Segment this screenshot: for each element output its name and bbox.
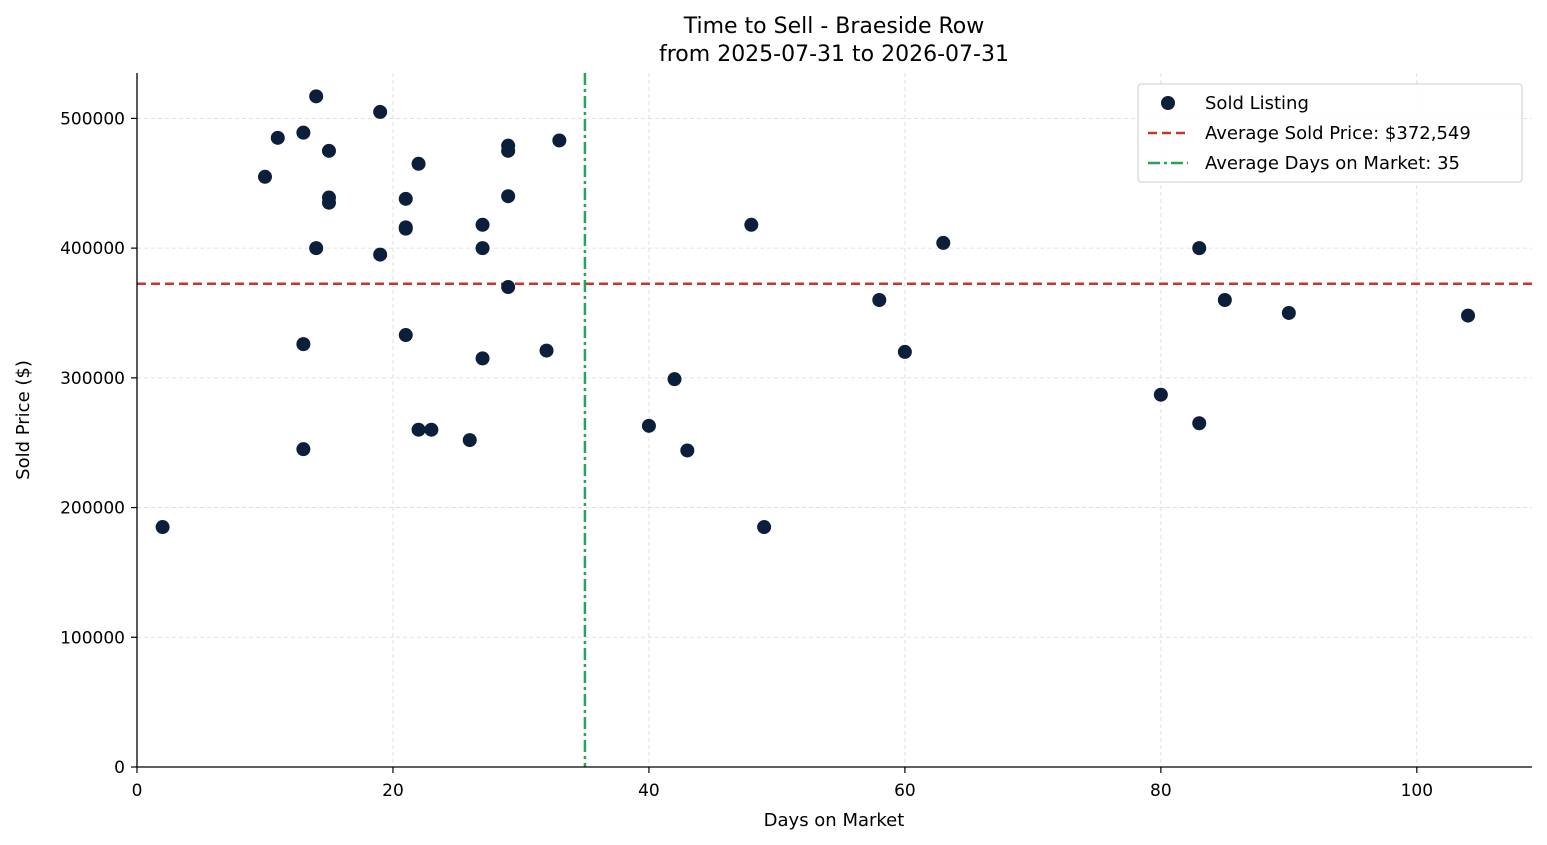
data-point (462, 433, 477, 448)
data-point (398, 220, 413, 235)
data-point (667, 372, 682, 387)
data-point (501, 280, 516, 295)
x-tick-label: 60 (894, 781, 916, 801)
data-point (296, 337, 311, 352)
data-point (321, 195, 336, 210)
data-point (270, 130, 285, 145)
data-point (680, 443, 695, 458)
data-point (373, 104, 388, 119)
data-point (398, 191, 413, 206)
x-tick-label: 100 (1401, 781, 1433, 801)
data-point (936, 235, 951, 250)
data-point (1192, 416, 1207, 431)
data-point (373, 247, 388, 262)
x-tick-label: 40 (638, 781, 660, 801)
y-tick-label: 500000 (60, 109, 125, 129)
data-point (641, 418, 656, 433)
data-point (1461, 308, 1476, 323)
y-tick-label: 200000 (60, 499, 125, 519)
data-point (1192, 241, 1207, 256)
x-tick-label: 80 (1150, 781, 1172, 801)
data-point (424, 422, 439, 437)
data-point (309, 89, 324, 104)
legend: Sold Listing Average Sold Price: $372,54… (1137, 83, 1523, 183)
legend-label-sold-listing: Sold Listing (1205, 93, 1309, 114)
data-point (897, 344, 912, 359)
y-axis-label: Sold Price ($) (13, 360, 34, 480)
x-axis-label: Days on Market (764, 810, 905, 831)
data-point (475, 241, 490, 256)
y-tick-label: 0 (114, 758, 125, 778)
data-point (1217, 293, 1232, 308)
y-tick-label: 300000 (60, 369, 125, 389)
chart-title: Time to Sell - Braeside Row (683, 14, 985, 39)
data-point (539, 343, 554, 358)
data-points (155, 89, 1476, 535)
data-point (1281, 305, 1296, 320)
legend-box (1137, 83, 1523, 183)
data-point (475, 217, 490, 232)
data-point (501, 189, 516, 204)
y-ticks: 0 100000 200000 300000 400000 500000 (60, 109, 137, 778)
legend-marker-sold-listing (1161, 96, 1175, 110)
data-point (411, 156, 426, 171)
data-point (475, 351, 490, 366)
data-point (757, 520, 772, 535)
data-point (411, 422, 426, 437)
y-tick-label: 400000 (60, 239, 125, 259)
chart-subtitle: from 2025-07-31 to 2026-07-31 (659, 42, 1009, 67)
x-tick-label: 20 (382, 781, 404, 801)
legend-label-avg-price: Average Sold Price: $372,549 (1205, 123, 1471, 144)
data-point (296, 125, 311, 140)
y-tick-label: 100000 (60, 628, 125, 648)
data-point (296, 442, 311, 457)
data-point (321, 143, 336, 158)
data-point (398, 328, 413, 343)
reference-lines (137, 73, 1532, 767)
data-point (155, 520, 170, 535)
data-point (744, 217, 759, 232)
data-point (1153, 387, 1168, 402)
data-point (309, 241, 324, 256)
x-tick-label: 0 (132, 781, 143, 801)
legend-label-avg-days: Average Days on Market: 35 (1205, 153, 1460, 174)
x-ticks: 0 20 40 60 80 100 (132, 767, 1433, 801)
data-point (501, 143, 516, 158)
data-point (872, 293, 887, 308)
data-point (257, 169, 272, 184)
data-point (552, 133, 567, 148)
